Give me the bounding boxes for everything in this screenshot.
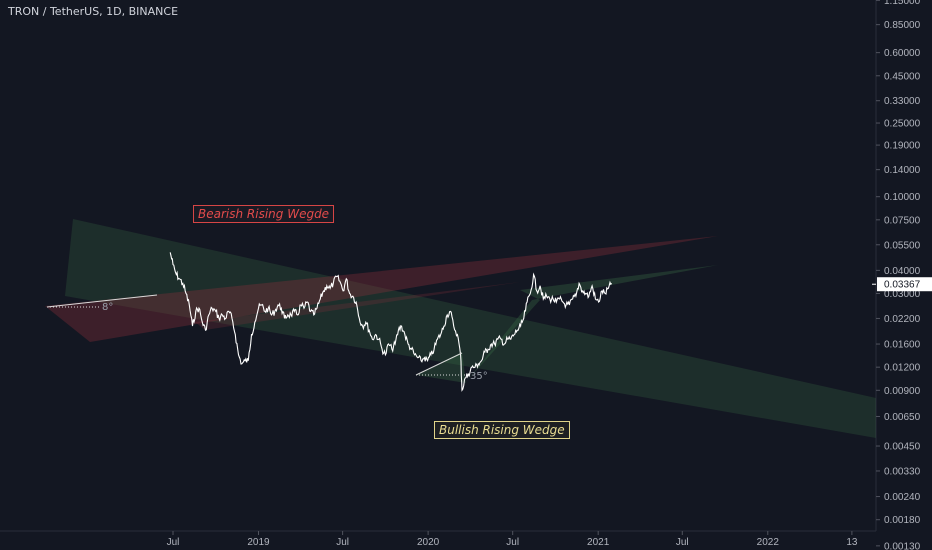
- y-tick-label: 0.05500: [884, 240, 921, 251]
- grid-lines: [0, 0, 877, 532]
- y-tick-label: 0.60000: [884, 48, 921, 59]
- angle-35-ray: [415, 352, 463, 376]
- x-tick-label: 2020: [417, 537, 440, 548]
- x-tick-label: 13: [846, 537, 858, 548]
- y-tick-label: 0.00180: [884, 515, 921, 526]
- y-tick-label: 0.02200: [884, 314, 921, 325]
- bearish-wedge-zone: [45, 236, 718, 342]
- price-series: [169, 252, 613, 392]
- angle-markers: 8° 35°: [46, 294, 488, 382]
- bearish-channel-zone: [65, 219, 876, 438]
- y-tick-label: 0.03000: [884, 289, 921, 300]
- y-tick-label: 0.07500: [884, 215, 921, 226]
- x-tick-label: Jul: [506, 537, 519, 548]
- bullish-label: Bullish Rising Wedge: [434, 421, 570, 439]
- y-tick-label: 0.33000: [884, 96, 921, 107]
- x-tick-label: 2019: [247, 537, 270, 548]
- y-tick-label: 0.00130: [884, 541, 921, 550]
- price-line: [169, 252, 613, 392]
- y-tick-label: 0.14000: [884, 165, 921, 176]
- angle-8-ray: [46, 294, 158, 308]
- y-tick-label: 0.00240: [884, 492, 921, 503]
- y-axis: 1.15000 0.85000 0.60000 0.45000 0.33000 0.250…: [872, 0, 932, 550]
- x-tick-label: 2021: [587, 537, 610, 548]
- y-tick-label: 0.45000: [884, 71, 921, 82]
- x-axis: Jul 2019 Jul 2020 Jul 2021 Jul 2022 13: [167, 531, 858, 548]
- y-tick-label: 0.00900: [884, 386, 921, 397]
- chart-title: TRON / TetherUS, 1D, BINANCE: [8, 5, 179, 18]
- y-tick-label: 1.15000: [884, 0, 921, 7]
- angle-8-label: 8°: [102, 302, 113, 313]
- y-tick-label: 0.19000: [884, 141, 921, 152]
- y-tick-label: 0.00450: [884, 442, 921, 453]
- x-tick-label: Jul: [336, 537, 349, 548]
- angle-35-label: 35°: [470, 371, 488, 382]
- y-tick-label: 0.25000: [884, 119, 921, 130]
- y-tick-label: 0.10000: [884, 192, 921, 203]
- x-tick-label: Jul: [676, 537, 689, 548]
- y-tick-label: 0.04000: [884, 266, 921, 277]
- y-tick-label: 0.00330: [884, 466, 921, 477]
- y-tick-label: 0.85000: [884, 20, 921, 31]
- y-tick-label: 0.01200: [884, 363, 921, 374]
- last-price-label: 0.03367: [884, 280, 921, 291]
- bearish-label: Bearish Rising Wegde: [193, 205, 335, 223]
- x-tick-label: Jul: [167, 537, 180, 548]
- y-tick-label: 0.01600: [884, 340, 921, 351]
- x-tick-label: 2022: [757, 537, 780, 548]
- last-price-tag: [877, 277, 932, 292]
- y-tick-label: 0.00650: [884, 412, 921, 423]
- pattern-zones: [45, 219, 876, 438]
